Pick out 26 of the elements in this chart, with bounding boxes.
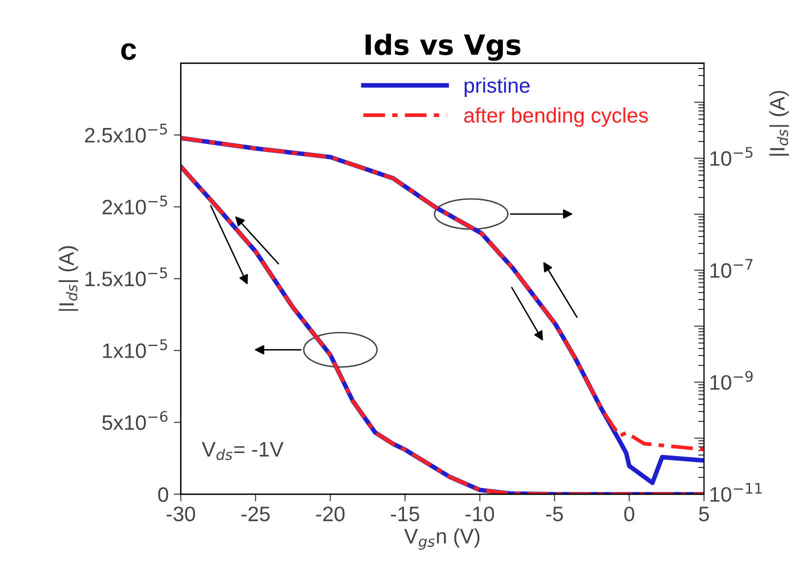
y-tick-label: 2.5x10$^{−5}$ [85,124,167,143]
y2-tick-label: 10$^{−9}$ [710,370,753,390]
y-tick-label: 0 [158,487,168,502]
x-tick-label: -5 [546,506,563,522]
x-tick-label: -15 [390,506,420,522]
chart-title: Ids vs Vgs [366,34,520,61]
x-tick-label: 0 [624,506,634,522]
y2-axis-title: |I$_{ds}$| (A) [769,90,789,156]
text: c [121,43,136,60]
legend-label: pristine [464,78,530,97]
legend-label: after bending cycles [464,107,648,127]
x-axis-title: V$_{gs}$n (V) [404,528,480,550]
x-tick-label: -10 [466,506,494,522]
x-tick-label: -30 [166,506,196,522]
y-axis-title: |I$_{ds}$| (A) [58,246,78,311]
y2-tick-label: 10$^{−7}$ [710,259,752,278]
y2-tick-label: 10$^{−5}$ [710,147,752,166]
y-tick-label: 5x10$^{−6}$ [102,410,168,430]
y-tick-label: 2x10$^{−5}$ [102,196,168,214]
x-tick-label: 5 [699,506,709,522]
annotation: V$_{ds}$= -1V [202,442,284,460]
x-tick-label: -20 [316,506,345,522]
y-tick-label: 1x10$^{−5}$ [103,339,168,358]
y-tick-label: 1.5x10$^{−5}$ [86,267,167,286]
y2-tick-label: 10$^{−11}$ [710,483,762,502]
x-tick-label: -25 [241,506,270,522]
